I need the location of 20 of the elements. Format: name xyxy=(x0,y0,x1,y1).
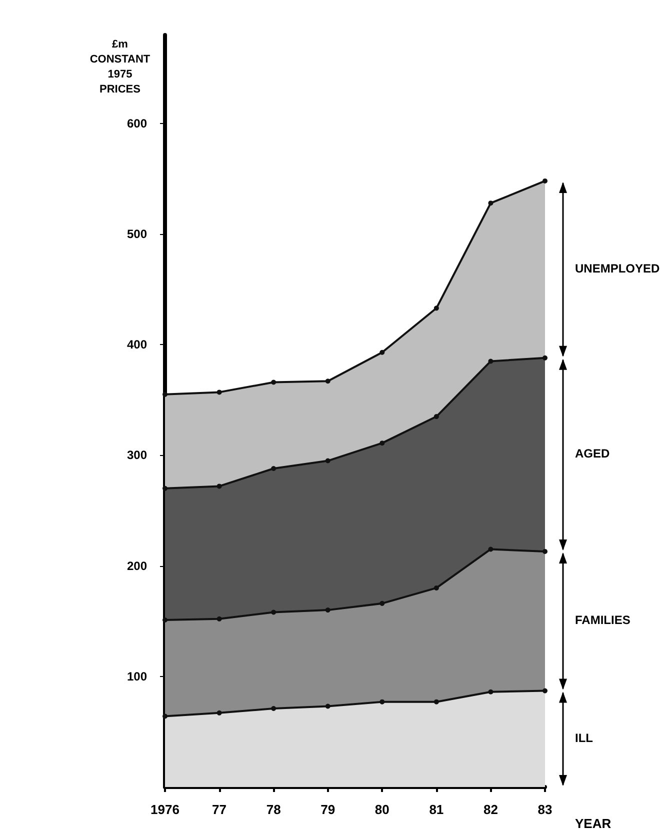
y-axis-title: £m CONSTANT 1975 PRICES xyxy=(90,38,150,96)
text: ILL xyxy=(575,730,593,745)
text: AGED xyxy=(575,446,610,461)
x-axis-title: YEAR xyxy=(575,816,612,831)
x-tick-label: 83 xyxy=(538,802,552,817)
x-tick-label: 77 xyxy=(212,802,227,817)
text: FAMILIES xyxy=(575,613,630,628)
y-tick-label: 400 xyxy=(126,338,148,352)
y-tick-label: 100 xyxy=(126,669,148,684)
y-tick-label: 600 xyxy=(126,116,148,130)
x-tick-label: 1976 xyxy=(150,802,180,817)
y-tick-label: 500 xyxy=(126,227,148,242)
x-tick-label: 80 xyxy=(374,802,390,817)
x-tick-label: 78 xyxy=(266,802,281,817)
x-tick-label: 81 xyxy=(429,802,444,817)
y-tick-label: 200 xyxy=(126,558,148,573)
text: UNEMPLOYED xyxy=(575,261,660,276)
y-tick-label: 300 xyxy=(126,448,148,462)
x-tick-label: 82 xyxy=(483,802,498,817)
x-tick-label: 79 xyxy=(320,802,336,817)
